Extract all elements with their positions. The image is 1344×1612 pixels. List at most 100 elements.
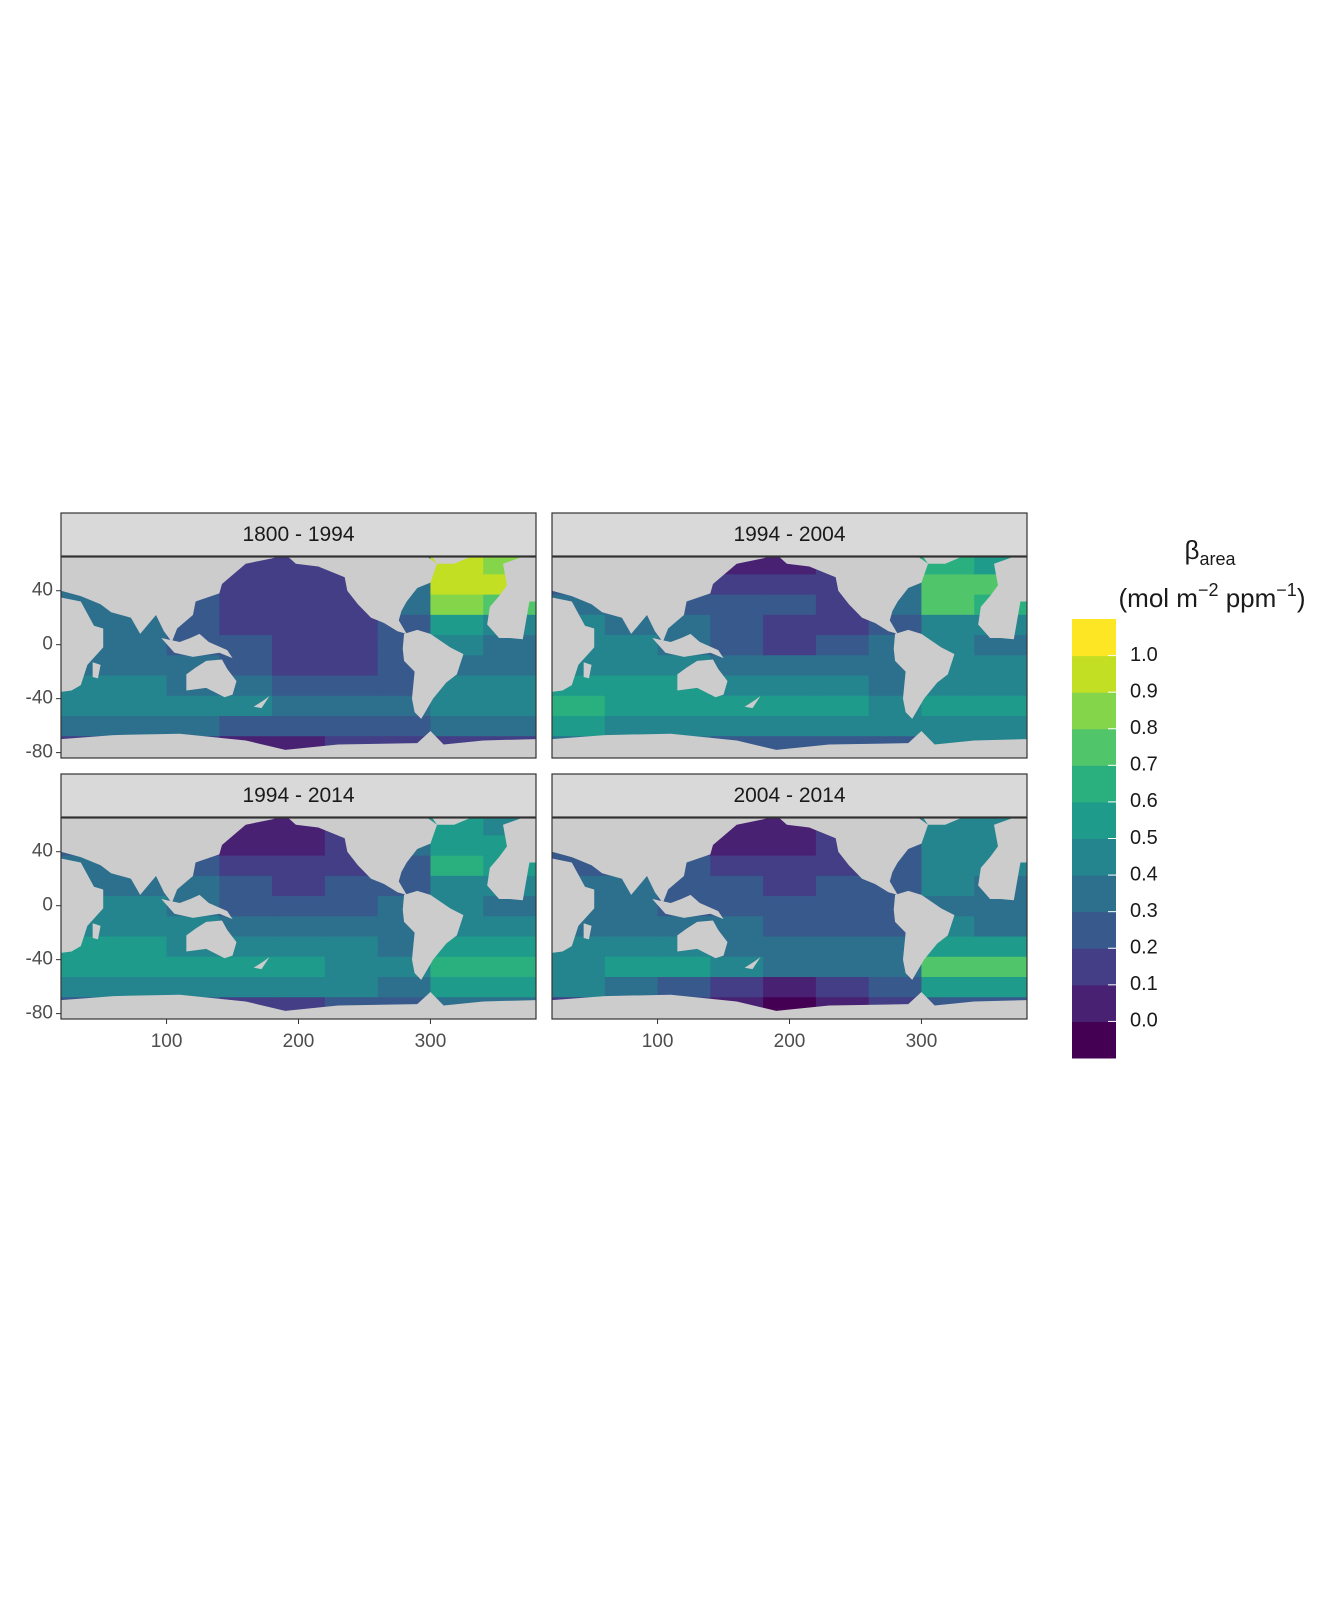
cell: [272, 614, 326, 636]
cell: [710, 573, 764, 595]
cell: [324, 634, 379, 656]
cell: [921, 695, 975, 717]
cell: [657, 976, 711, 998]
x-tick-label: 300: [906, 1031, 938, 1052]
cell: [272, 594, 326, 615]
legend-tick-label: 1.0: [1130, 644, 1158, 666]
cell: [763, 855, 817, 876]
legend-swatch: [1072, 692, 1116, 730]
land: [402, 629, 464, 719]
panel: [61, 557, 536, 758]
legend-swatch: [1072, 838, 1116, 876]
cell: [324, 715, 379, 737]
x-tick-label: 200: [283, 1031, 315, 1052]
land: [161, 633, 233, 659]
y-tick-label: 40: [32, 580, 53, 601]
legend-swatch: [1072, 911, 1116, 949]
cell: [763, 675, 817, 696]
land: [92, 662, 101, 679]
cell: [113, 634, 168, 656]
legend-unit-part: ppm: [1218, 583, 1276, 613]
cell: [763, 715, 817, 737]
legend-swatch: [1072, 801, 1116, 839]
land: [978, 818, 1027, 901]
cell: [763, 936, 817, 957]
cell: [219, 976, 273, 998]
cell: [219, 834, 273, 856]
land: [652, 894, 724, 920]
cell: [430, 976, 484, 998]
cell: [604, 654, 659, 676]
x-tick-label: 300: [415, 1031, 447, 1052]
land: [893, 629, 955, 719]
cell: [430, 614, 484, 636]
cell: [272, 695, 326, 717]
cell: [219, 956, 273, 978]
strip: [60, 773, 537, 818]
cell: [272, 654, 326, 676]
cell: [815, 675, 870, 696]
cell: [377, 976, 431, 998]
strip-title: 1994 - 2004: [733, 523, 845, 546]
cell: [552, 976, 606, 998]
cell: [604, 695, 659, 717]
cell: [166, 956, 220, 978]
land: [583, 923, 592, 940]
legend-swatch: [1072, 619, 1116, 657]
cell: [763, 614, 817, 636]
cell: [868, 976, 922, 998]
x-tick-label: 200: [774, 1031, 806, 1052]
legend-swatch: [1072, 728, 1116, 766]
cell: [921, 956, 975, 978]
cell: [815, 614, 870, 636]
cell: [219, 614, 273, 636]
cell: [166, 976, 220, 998]
cell: [113, 915, 168, 937]
cell: [974, 675, 1027, 696]
cell: [430, 695, 484, 717]
cell: [430, 875, 484, 897]
cell: [974, 956, 1027, 978]
land: [552, 597, 595, 692]
land: [552, 858, 595, 953]
cell: [710, 956, 764, 978]
land: [677, 920, 728, 959]
cell: [272, 915, 326, 937]
cell: [921, 834, 975, 856]
land: [253, 695, 270, 709]
land: [92, 923, 101, 940]
cell: [921, 573, 975, 595]
land: [402, 890, 464, 980]
cell: [604, 715, 659, 737]
y-tick-label: 40: [32, 841, 53, 862]
land: [552, 818, 768, 903]
cell: [710, 895, 764, 917]
land: [61, 992, 536, 1019]
cell: [763, 594, 817, 615]
cell: [324, 614, 379, 636]
cell: [113, 936, 168, 957]
land: [677, 659, 728, 698]
legend-tick-label: 0.3: [1130, 900, 1158, 922]
land: [186, 659, 237, 698]
cell: [483, 956, 536, 978]
cell: [604, 634, 659, 656]
cell: [219, 654, 273, 676]
cell: [710, 834, 764, 856]
legend-swatch: [1072, 984, 1116, 1022]
y-tick-label: 0: [42, 634, 53, 655]
land: [652, 633, 724, 659]
land: [923, 818, 962, 825]
cell: [483, 976, 536, 998]
land: [923, 557, 962, 564]
cell: [604, 976, 659, 998]
cell: [272, 976, 326, 998]
cell: [324, 915, 379, 937]
cell: [430, 855, 484, 876]
cell: [219, 875, 273, 897]
cell: [483, 915, 536, 937]
legend-tick-label: 0.6: [1130, 790, 1158, 812]
y-tick-label: 0: [42, 895, 53, 916]
cell: [483, 634, 536, 656]
